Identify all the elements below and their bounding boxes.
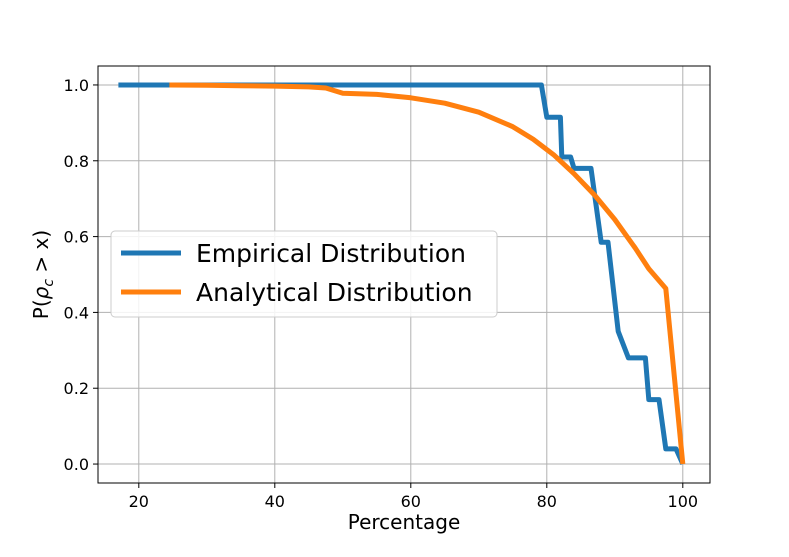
x-tick-label: 100 xyxy=(668,492,699,511)
y-tick-label: 1.0 xyxy=(64,76,89,95)
y-tick-label: 0.6 xyxy=(64,228,89,247)
x-tick-label: 60 xyxy=(401,492,421,511)
y-tick-label: 0.4 xyxy=(64,303,89,322)
y-tick-label: 0.2 xyxy=(64,379,89,398)
x-tick-label: 80 xyxy=(537,492,557,511)
series-lines xyxy=(118,82,686,466)
y-axis-label-subscript: c xyxy=(41,279,57,287)
axis-ticks: 20 40 60 80 100 0.0 0.2 0.4 0.6 0.8 1.0 xyxy=(64,76,699,511)
y-axis-label-prefix: P( xyxy=(29,299,53,319)
y-axis-label-suffix: > x) xyxy=(29,230,53,279)
y-axis-label: P(ρc > x) xyxy=(29,230,57,319)
legend-box xyxy=(110,230,498,318)
x-tick-label: 20 xyxy=(129,492,149,511)
legend: Empirical Distribution Analytical Distri… xyxy=(110,230,498,318)
series-line-empirical xyxy=(118,82,686,466)
x-tick-label: 40 xyxy=(265,492,285,511)
legend-label-empirical: Empirical Distribution xyxy=(196,239,466,268)
series-line-analytical xyxy=(169,82,686,465)
x-axis-label: Percentage xyxy=(348,510,461,534)
y-tick-label: 0.8 xyxy=(64,152,89,171)
y-axis-label-symbol: ρ xyxy=(29,286,53,299)
y-tick-label: 0.0 xyxy=(64,455,89,474)
plot-frame xyxy=(97,65,711,484)
legend-label-analytical: Analytical Distribution xyxy=(196,278,473,307)
